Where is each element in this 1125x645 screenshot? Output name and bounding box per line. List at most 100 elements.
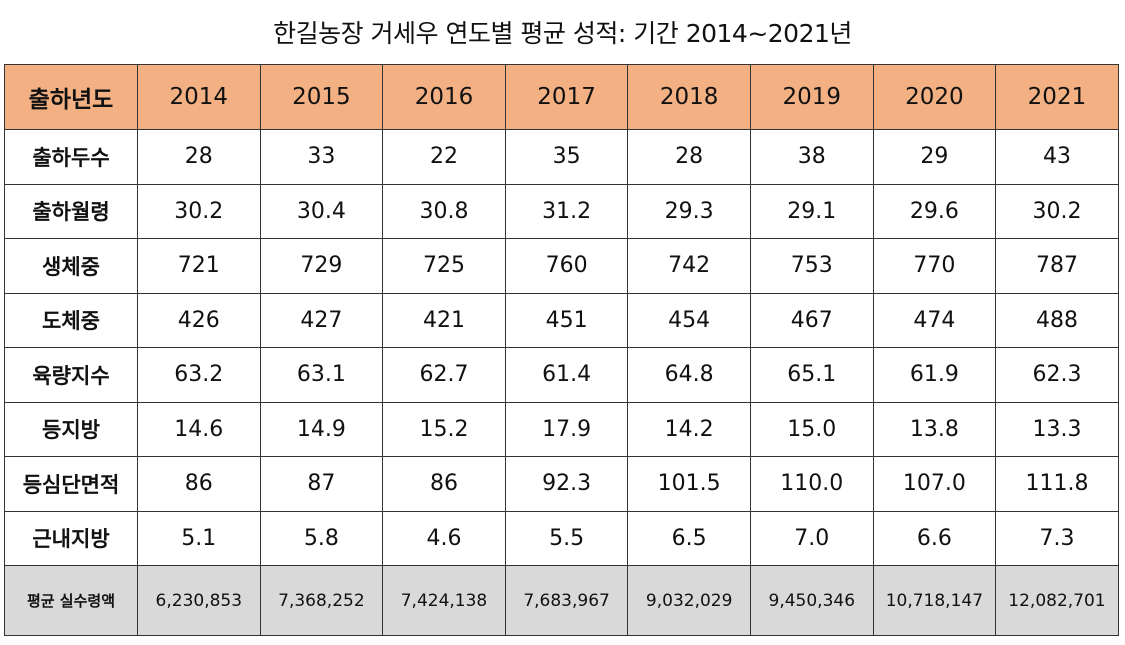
value-cell: 753: [749, 238, 874, 294]
value-cell: 28: [627, 129, 751, 185]
year-header-cell: 2019: [749, 64, 874, 130]
value-cell: 4.6: [382, 510, 506, 566]
row-label-cell: 출하두수: [4, 129, 138, 185]
value-cell: 22: [382, 129, 506, 185]
value-cell: 426: [137, 292, 261, 348]
value-cell: 6,230,853: [137, 565, 261, 636]
value-cell: 10,718,147: [872, 565, 997, 636]
value-cell: 17.9: [504, 401, 629, 457]
value-cell: 7.0: [749, 510, 874, 566]
value-cell: 729: [259, 238, 384, 294]
table-body: 출하년도 2014 2015 2016 2017 2018 2019 2020 …: [4, 64, 1119, 636]
value-cell: 86: [137, 456, 261, 512]
year-header-cell: 2021: [995, 64, 1119, 130]
value-cell: 87: [259, 456, 384, 512]
table-row: 육량지수 63.2 63.1 62.7 61.4 64.8 65.1 61.9 62.3: [4, 347, 1119, 403]
value-cell: 30.2: [995, 183, 1119, 239]
value-cell: 63.2: [137, 347, 261, 403]
value-cell: 63.1: [259, 347, 384, 403]
row-label-cell: 도체중: [4, 292, 138, 348]
value-cell: 35: [504, 129, 629, 185]
value-cell: 474: [872, 292, 997, 348]
value-cell: 742: [627, 238, 751, 294]
row-label-cell: 생체중: [4, 238, 138, 294]
row-label-cell: 평균 실수령액: [4, 565, 138, 636]
value-cell: 33: [259, 129, 384, 185]
value-cell: 9,032,029: [627, 565, 751, 636]
value-cell: 725: [382, 238, 506, 294]
value-cell: 62.3: [995, 347, 1119, 403]
value-cell: 5.8: [259, 510, 384, 566]
row-label-cell: 등심단면적: [4, 456, 138, 512]
value-cell: 7,368,252: [259, 565, 384, 636]
value-cell: 7,424,138: [382, 565, 506, 636]
row-label-cell: 육량지수: [4, 347, 138, 403]
table-row: 등심단면적 86 87 86 92.3 101.5 110.0 107.0 111.8: [4, 456, 1119, 512]
value-cell: 760: [504, 238, 629, 294]
row-label-cell: 등지방: [4, 401, 138, 457]
value-cell: 7.3: [995, 510, 1119, 566]
value-cell: 15.0: [749, 401, 874, 457]
year-header-cell: 2018: [627, 64, 751, 130]
row-label-cell: 출하월령: [4, 183, 138, 239]
results-table: 출하년도 2014 2015 2016 2017 2018 2019 2020 …: [4, 64, 1119, 636]
value-cell: 107.0: [872, 456, 997, 512]
value-cell: 14.9: [259, 401, 384, 457]
value-cell: 43: [995, 129, 1119, 185]
value-cell: 427: [259, 292, 384, 348]
value-cell: 421: [382, 292, 506, 348]
value-cell: 12,082,701: [995, 565, 1119, 636]
table-footer-row: 평균 실수령액 6,230,853 7,368,252 7,424,138 7,683,…: [4, 565, 1119, 636]
value-cell: 6.5: [627, 510, 751, 566]
table-row: 도체중 426 427 421 451 454 467 474 488: [4, 292, 1119, 348]
value-cell: 101.5: [627, 456, 751, 512]
value-cell: 5.5: [504, 510, 629, 566]
value-cell: 721: [137, 238, 261, 294]
value-cell: 64.8: [627, 347, 751, 403]
value-cell: 14.2: [627, 401, 751, 457]
table-row: 등지방 14.6 14.9 15.2 17.9 14.2 15.0 13.8 13.3: [4, 401, 1119, 457]
value-cell: 31.2: [504, 183, 629, 239]
value-cell: 770: [872, 238, 997, 294]
value-cell: 30.2: [137, 183, 261, 239]
value-cell: 28: [137, 129, 261, 185]
value-cell: 451: [504, 292, 629, 348]
table-row: 출하월령 30.2 30.4 30.8 31.2 29.3 29.1 29.6 30.2: [4, 183, 1119, 239]
value-cell: 30.8: [382, 183, 506, 239]
value-cell: 454: [627, 292, 751, 348]
value-cell: 111.8: [995, 456, 1119, 512]
header-label-cell: 출하년도: [4, 64, 138, 130]
value-cell: 65.1: [749, 347, 874, 403]
value-cell: 29.6: [872, 183, 997, 239]
value-cell: 9,450,346: [749, 565, 874, 636]
value-cell: 38: [749, 129, 874, 185]
table-row: 근내지방 5.1 5.8 4.6 5.5 6.5 7.0 6.6 7.3: [4, 510, 1119, 566]
value-cell: 29.3: [627, 183, 751, 239]
value-cell: 86: [382, 456, 506, 512]
value-cell: 30.4: [259, 183, 384, 239]
value-cell: 61.4: [504, 347, 629, 403]
value-cell: 92.3: [504, 456, 629, 512]
value-cell: 13.8: [872, 401, 997, 457]
table-header-row: 출하년도 2014 2015 2016 2017 2018 2019 2020 …: [4, 64, 1119, 130]
year-header-cell: 2015: [259, 64, 384, 130]
value-cell: 110.0: [749, 456, 874, 512]
year-header-cell: 2020: [872, 64, 997, 130]
value-cell: 488: [995, 292, 1119, 348]
year-header-cell: 2017: [504, 64, 629, 130]
value-cell: 7,683,967: [504, 565, 629, 636]
table-row: 생체중 721 729 725 760 742 753 770 787: [4, 238, 1119, 294]
value-cell: 787: [995, 238, 1119, 294]
value-cell: 14.6: [137, 401, 261, 457]
table-row: 출하두수 28 33 22 35 28 38 29 43: [4, 129, 1119, 185]
value-cell: 15.2: [382, 401, 506, 457]
value-cell: 467: [749, 292, 874, 348]
value-cell: 61.9: [872, 347, 997, 403]
page-title: 한길농장 거세우 연도별 평균 성적: 기간 2014~2021년: [273, 19, 852, 48]
year-header-cell: 2016: [382, 64, 506, 130]
value-cell: 6.6: [872, 510, 997, 566]
value-cell: 62.7: [382, 347, 506, 403]
year-header-cell: 2014: [137, 64, 261, 130]
value-cell: 5.1: [137, 510, 261, 566]
value-cell: 29: [872, 129, 997, 185]
